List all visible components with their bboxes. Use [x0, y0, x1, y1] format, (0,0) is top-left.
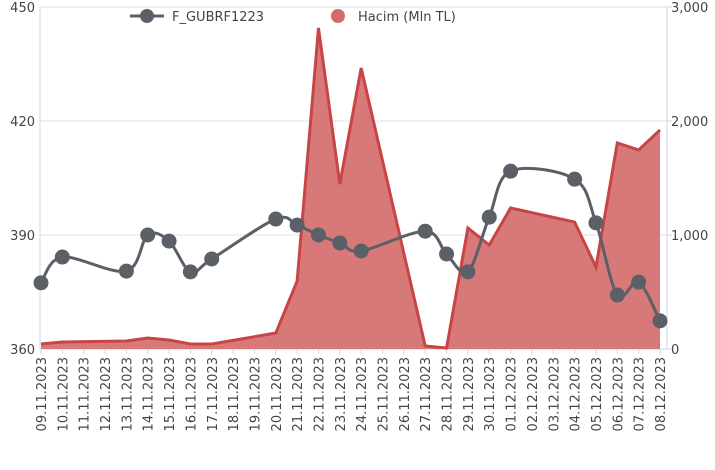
y2-tick-label: 3,000	[671, 1, 708, 16]
x-tick-label: 15.11.2023	[163, 357, 178, 431]
x-tick-label: 07.12.2023	[633, 357, 648, 431]
marker	[481, 209, 497, 225]
x-tick-label: 05.12.2023	[590, 357, 605, 431]
marker	[609, 287, 625, 303]
legend-label: Hacim (Mln TL)	[358, 10, 456, 25]
legend-symbol	[331, 9, 345, 23]
marker	[460, 264, 476, 280]
x-tick-label: 09.11.2023	[35, 357, 50, 431]
marker	[182, 264, 198, 280]
y2-tick-label: 1,000	[671, 229, 708, 244]
x-tick-label: 24.11.2023	[355, 357, 370, 431]
x-tick-label: 22.11.2023	[312, 357, 327, 431]
marker	[417, 223, 433, 239]
y-tick-label: 420	[10, 115, 35, 130]
x-tick-label: 12.11.2023	[99, 357, 114, 431]
marker	[289, 217, 305, 233]
marker	[652, 313, 668, 329]
x-tick-label: 04.12.2023	[569, 357, 584, 431]
x-tick-label: 23.11.2023	[334, 357, 349, 431]
x-tick-label: 30.11.2023	[483, 357, 498, 431]
marker	[204, 251, 220, 267]
marker	[567, 171, 583, 187]
marker	[33, 275, 49, 291]
x-tick-label: 25.11.2023	[377, 357, 392, 431]
x-tick-label: 11.11.2023	[78, 357, 93, 431]
legend-label: F_GUBRF1223	[172, 10, 264, 25]
area-fill	[41, 27, 660, 349]
marker	[54, 249, 70, 265]
x-tick-label: 20.11.2023	[270, 357, 285, 431]
x-tick-label: 18.11.2023	[227, 357, 242, 431]
x-tick-label: 08.12.2023	[654, 357, 669, 431]
y2-tick-label: 2,000	[671, 115, 708, 130]
x-tick-label: 26.11.2023	[398, 357, 413, 431]
x-tick-label: 21.11.2023	[291, 357, 306, 431]
x-tick-label: 17.11.2023	[206, 357, 221, 431]
area-line	[40, 27, 662, 350]
x-tick-label: 29.11.2023	[462, 357, 477, 431]
x-tick-label: 16.11.2023	[184, 357, 199, 431]
x-tick-label: 19.11.2023	[248, 357, 263, 431]
x-tick-label: 02.12.2023	[526, 357, 541, 431]
marker	[332, 235, 348, 251]
y-tick-label: 450	[10, 1, 35, 16]
x-tick-label: 28.11.2023	[441, 357, 456, 431]
y2-tick-label: 0	[671, 343, 679, 358]
marker	[140, 227, 156, 243]
x-tick-label: 03.12.2023	[547, 357, 562, 431]
line	[39, 167, 662, 322]
marker	[118, 263, 134, 279]
legend-symbol	[140, 9, 154, 23]
marker	[310, 227, 326, 243]
marker	[161, 233, 177, 249]
x-tick-label: 14.11.2023	[142, 357, 157, 431]
marker	[439, 246, 455, 262]
marker	[588, 215, 604, 231]
x-tick-label: 01.12.2023	[505, 357, 520, 431]
marker	[631, 274, 647, 290]
x-tick-label: 10.11.2023	[56, 357, 71, 431]
x-tick-label: 27.11.2023	[419, 357, 434, 431]
y-tick-label: 360	[10, 343, 35, 358]
x-tick-label: 13.11.2023	[120, 357, 135, 431]
y-tick-label: 390	[10, 229, 35, 244]
marker	[268, 211, 284, 227]
marker	[503, 163, 519, 179]
x-tick-label: 06.12.2023	[611, 357, 626, 431]
marker	[353, 243, 369, 259]
